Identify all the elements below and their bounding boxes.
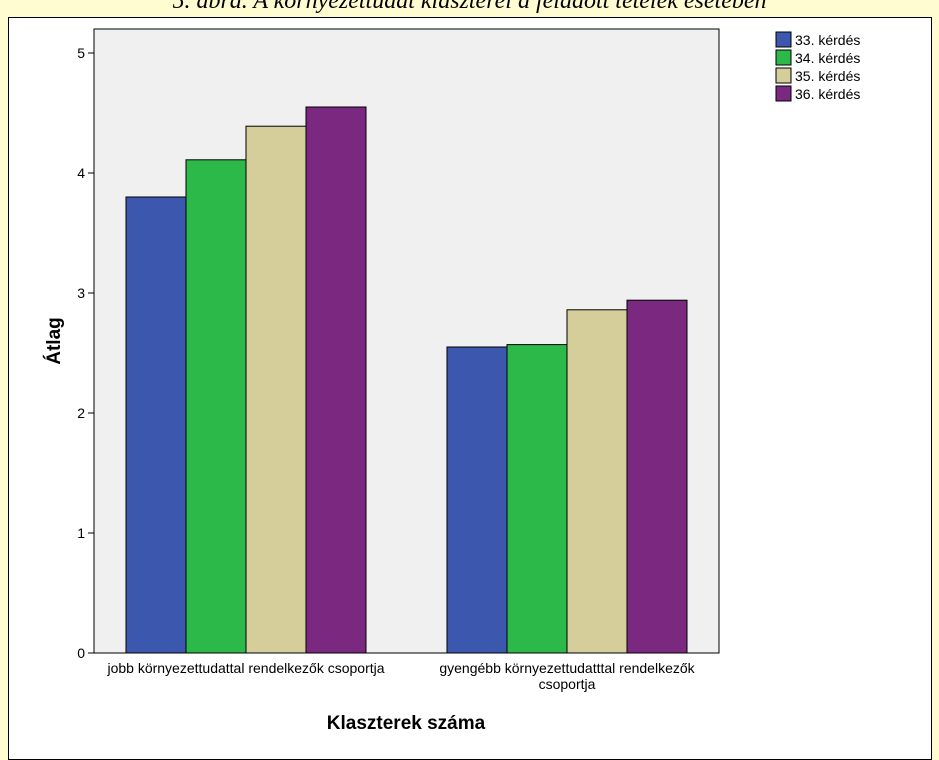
- y-tick-label: 3: [77, 285, 85, 301]
- legend-swatch: [775, 85, 792, 102]
- y-tick-label: 1: [77, 525, 85, 541]
- bars-layer: [125, 106, 688, 654]
- bar-2-series-3: [566, 309, 628, 654]
- y-axis-title: Átlag: [43, 317, 65, 365]
- bar-1-series-1: [125, 196, 187, 654]
- x-tick-label: csoportja: [539, 676, 596, 692]
- legend-label: 35. kérdés: [795, 68, 860, 84]
- y-tick-label: 0: [77, 645, 85, 661]
- legend-label: 36. kérdés: [795, 86, 860, 102]
- legend-swatch: [775, 49, 792, 66]
- bar-2-series-1: [446, 346, 508, 654]
- legend: 33. kérdés 34. kérdés 35. kérdés 36. kérdés: [775, 31, 860, 102]
- bar-1-series-2: [185, 159, 247, 654]
- y-tick-label: 2: [77, 405, 85, 421]
- figure-caption: 5. ábra. A környezettudat klaszterei a f…: [172, 0, 767, 14]
- bar-1-series-3: [245, 125, 307, 654]
- x-axis-title: Klaszterek száma: [327, 713, 486, 734]
- bar-1-series-4: [305, 106, 367, 654]
- x-axis: jobb környezettudattal rendelkezők csopo…: [106, 660, 695, 692]
- legend-label: 34. kérdés: [795, 50, 860, 66]
- x-tick-label: jobb környezettudattal rendelkezők csopo…: [106, 660, 384, 676]
- bar-2-series-4: [626, 299, 688, 654]
- legend-swatch: [775, 31, 792, 48]
- x-tick-label: gyengébb környezettudatttal rendelkezők: [439, 660, 695, 676]
- y-tick-label: 4: [77, 165, 85, 181]
- bar-2-series-2: [506, 344, 568, 654]
- y-tick-label: 5: [77, 45, 85, 61]
- legend-swatch: [775, 67, 792, 84]
- y-axis: 0 1 2 3 4 5: [77, 45, 94, 661]
- legend-label: 33. kérdés: [795, 32, 860, 48]
